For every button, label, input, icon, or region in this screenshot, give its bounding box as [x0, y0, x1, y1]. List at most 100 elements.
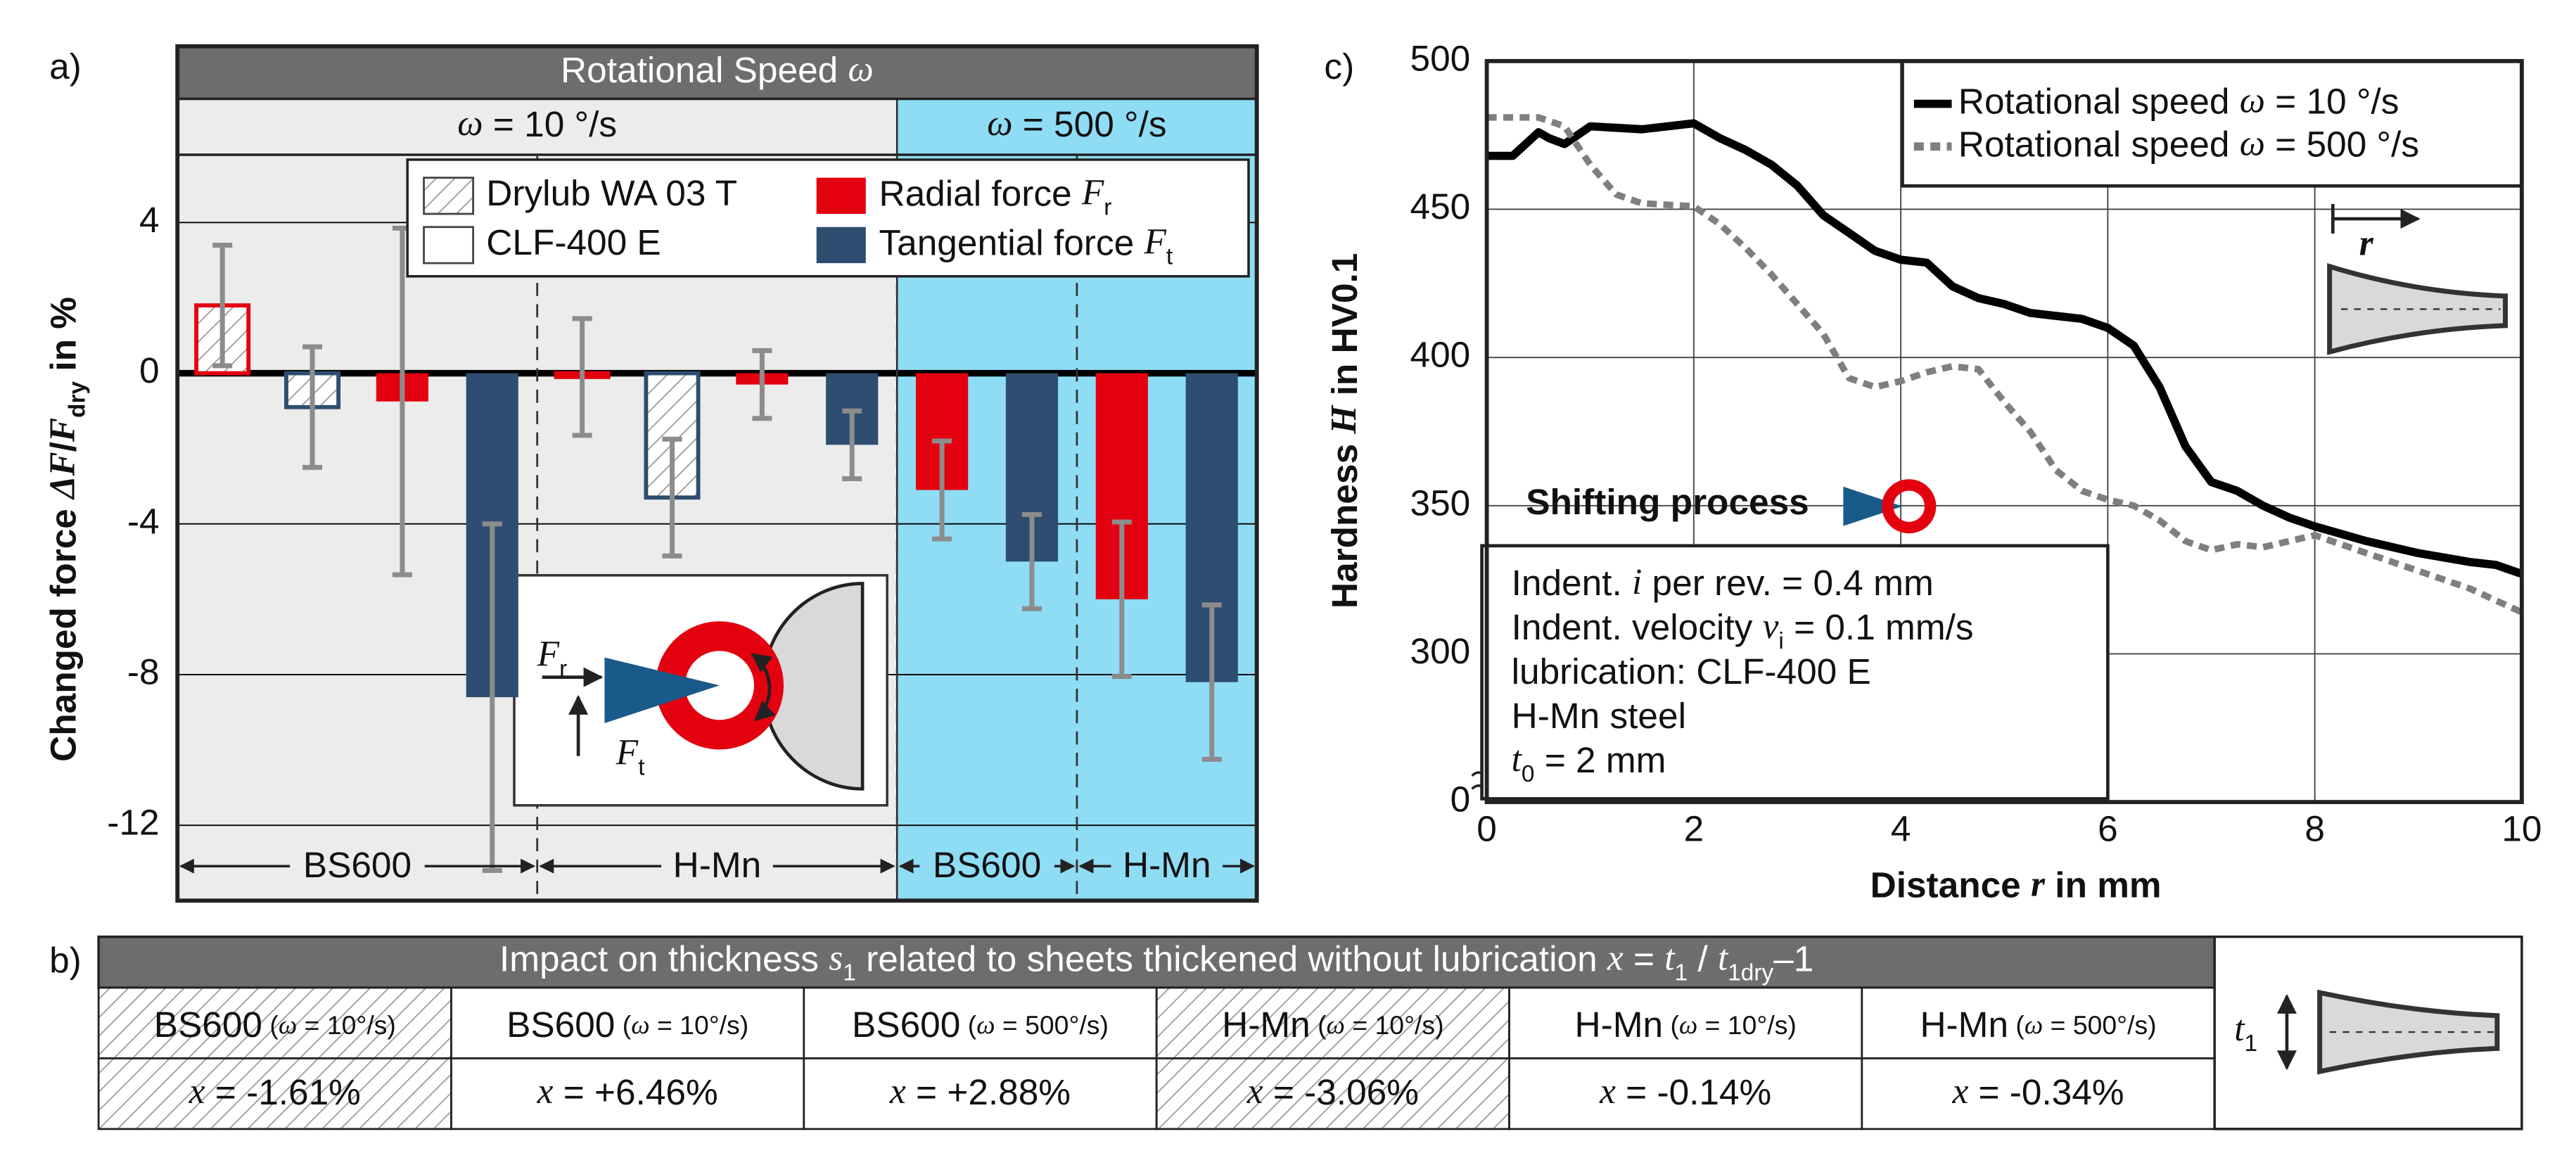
column-name: H-Mn — [1222, 1004, 1311, 1045]
y-tick-label: 0 — [139, 350, 160, 390]
text-part: 0 — [1522, 761, 1535, 787]
y-tick-label: -8 — [127, 651, 160, 692]
text-part: Changed force — [42, 499, 83, 762]
text-part: ω — [279, 1011, 297, 1040]
error-bar — [662, 436, 682, 559]
text-part: = 0.1 mm/s — [1784, 606, 1974, 646]
speed-label: ω = 500 °/s — [987, 103, 1166, 144]
text-part: = -3.06% — [1263, 1071, 1419, 1112]
text-part — [1663, 1010, 1670, 1040]
text-part: Distance — [1870, 864, 2031, 905]
text-part: = -1.61% — [205, 1071, 361, 1112]
text-part: x — [1599, 1071, 1616, 1112]
error-bar — [572, 316, 592, 438]
text-part: Rotational speed — [1958, 80, 2240, 121]
legend-swatch — [423, 226, 475, 265]
text-part: = 10°/s) — [1697, 1010, 1797, 1040]
text-part: Impact on thickness — [499, 938, 829, 979]
text-part: in % — [42, 297, 83, 381]
text-part: = 2 mm — [1534, 739, 1666, 780]
x-tick-label: 4 — [1891, 808, 1911, 849]
text-part: t — [1664, 938, 1676, 978]
note-line: H-Mn steel — [1512, 695, 1686, 736]
column-value: x = +2.88% — [889, 1071, 1071, 1112]
text-part: F — [42, 418, 82, 442]
error-bar — [302, 344, 323, 470]
text-part: 1 — [2245, 1031, 2258, 1057]
column-head: H-Mn (ω = 10°/s) — [1222, 1004, 1443, 1045]
text-part: Radial force — [879, 172, 1081, 213]
text-part: = 10°/s) — [297, 1010, 396, 1040]
panel-label: c) — [1324, 46, 1354, 87]
y-axis-label: Hardness H in HV0.1 — [1324, 253, 1365, 609]
table-cell — [450, 986, 805, 1059]
text-part: = 10°/s) — [1345, 1010, 1444, 1040]
text-part: ( — [2015, 1010, 2025, 1040]
table-cell — [450, 1057, 805, 1130]
text-part: 1 — [1675, 960, 1688, 986]
column-name: H-Mn — [1574, 1004, 1663, 1045]
plot-border — [1484, 58, 2524, 805]
text-part: 1dry — [1728, 960, 1773, 986]
table-cell — [1861, 986, 2216, 1059]
text-part: related to sheets thickened without lubr… — [856, 938, 1607, 979]
text-part: x — [537, 1071, 554, 1112]
error-bar — [482, 521, 502, 873]
text-part — [262, 1010, 269, 1040]
column-name: BS600 — [852, 1004, 960, 1045]
y-tick-label: -4 — [127, 500, 160, 541]
table-cell — [1508, 1057, 1863, 1130]
text-part: ( — [623, 1010, 632, 1040]
table-cell — [1155, 986, 1510, 1059]
text-part: = 500 °/s — [1013, 103, 1167, 144]
text-part: r — [2031, 864, 2046, 904]
text-part: in mm — [2045, 864, 2162, 905]
table-cell — [1155, 1057, 1510, 1130]
text-part: F — [1143, 222, 1166, 262]
text-part: x — [889, 1071, 906, 1112]
text-part: ω — [987, 103, 1012, 144]
text-part: ω — [2240, 80, 2265, 120]
text-part: i — [1778, 628, 1783, 654]
column-name: H-Mn — [1920, 1004, 2008, 1045]
panel-label: b) — [49, 940, 82, 981]
text-part: Hardness — [1324, 434, 1365, 609]
x-tick-label: 6 — [2098, 808, 2118, 849]
text-part: = 500°/s) — [2043, 1010, 2156, 1040]
legend-label: Drylub WA 03 T — [486, 172, 737, 213]
y-tick-label: 4 — [139, 199, 160, 240]
note-line: lubrication: CLF-400 E — [1512, 651, 1871, 692]
error-bar — [842, 408, 862, 481]
error-bar — [1111, 519, 1132, 680]
sheet-shape — [2327, 263, 2508, 355]
text-part: Indent. — [1512, 561, 1632, 602]
error-bar — [1201, 602, 1222, 762]
x-tick-label: 2 — [1684, 808, 1704, 849]
text-part: H-Mn steel — [1512, 695, 1686, 736]
text-part: v — [1763, 606, 1779, 646]
notes-box — [1480, 544, 2110, 801]
text-part: = 10°/s) — [650, 1010, 749, 1040]
y-tick-label: 450 — [1410, 186, 1471, 227]
x-tick-label: 8 — [2304, 808, 2325, 849]
text-part: ( — [269, 1010, 279, 1040]
diagram-label: t1 — [2234, 1009, 2257, 1057]
note-line: Indent. velocity vi = 0.1 mm/s — [1512, 606, 1974, 654]
text-part: x — [1951, 1071, 1968, 1112]
text-part: = 10 °/s — [2265, 80, 2399, 121]
error-bar — [932, 438, 952, 542]
text-part: ( — [968, 1010, 977, 1040]
text-part — [1311, 1010, 1318, 1040]
y-tick-label: 500 — [1410, 37, 1471, 78]
text-part: x — [1607, 938, 1624, 978]
table-cell — [1508, 986, 1863, 1059]
text-part: Rotational Speed — [561, 49, 848, 90]
text-part: ω — [848, 49, 874, 89]
legend-swatch — [423, 177, 475, 215]
text-part: –1 — [1773, 938, 1813, 979]
annotation: Shifting process — [1526, 481, 1809, 522]
y-tick-label: -12 — [107, 802, 159, 843]
text-part: Indent. velocity — [1512, 606, 1763, 646]
text-part: per rev. = 0.4 mm — [1642, 561, 1933, 602]
text-part: F — [616, 733, 639, 773]
